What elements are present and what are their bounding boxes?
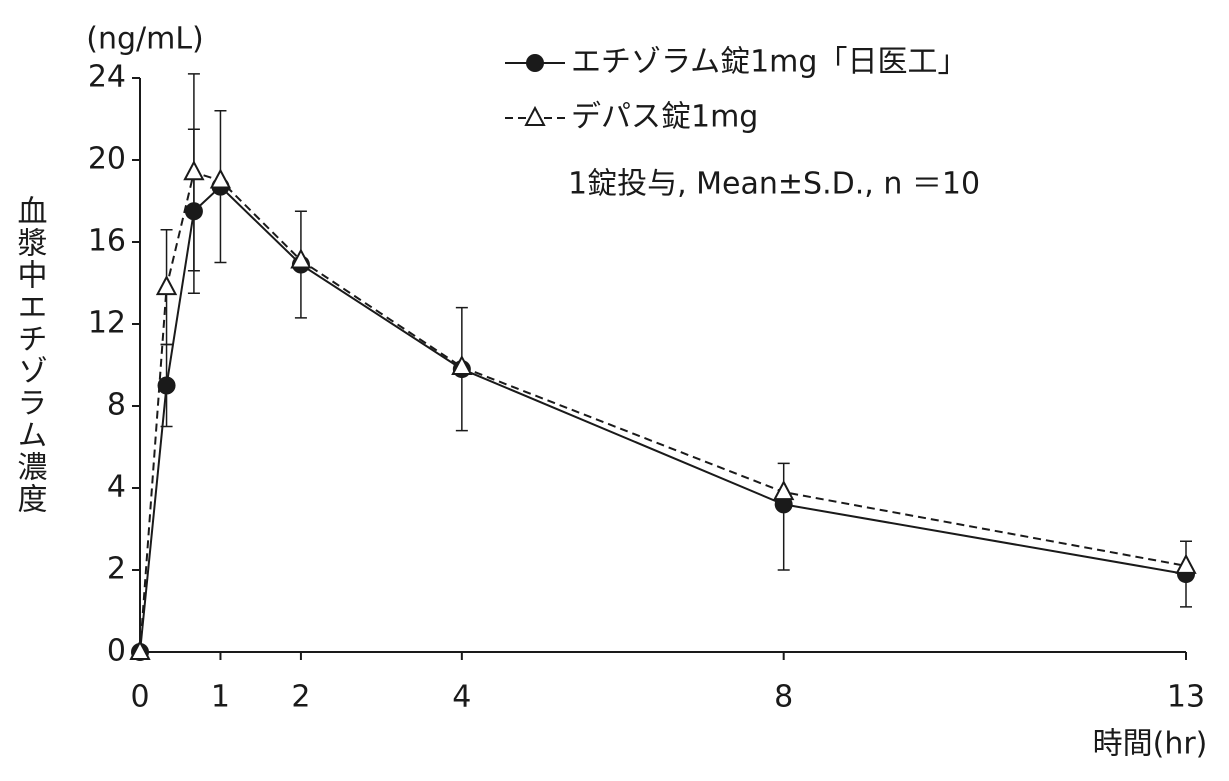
y-tick-label: 12 xyxy=(88,306,126,341)
x-tick-label: 2 xyxy=(291,680,310,715)
legend-label: デパス錠1mg xyxy=(571,100,758,135)
data-point xyxy=(290,248,312,269)
annotation: 1錠投与, Mean±S.D., n ＝10 xyxy=(568,167,980,202)
y-tick-label: 20 xyxy=(88,142,126,177)
x-tick-label: 4 xyxy=(452,680,471,715)
y-unit: (ng/mL) xyxy=(86,22,204,57)
data-point xyxy=(184,202,203,221)
data-point xyxy=(773,479,795,501)
data-point xyxy=(209,168,232,189)
x-tick-label: 0 xyxy=(130,680,149,715)
y-axis-label: 血漿中エチゾラム濃度 xyxy=(12,195,48,515)
legend-marker xyxy=(524,105,546,126)
error-bar xyxy=(777,462,790,571)
data-point xyxy=(129,639,151,660)
y-tick-label: 2 xyxy=(107,552,126,587)
y-tick-label: 16 xyxy=(88,224,126,259)
data-point xyxy=(155,274,178,296)
x-tick-label: 13 xyxy=(1167,680,1205,715)
series-line xyxy=(139,171,1187,653)
y-tick-label: 24 xyxy=(88,60,126,95)
data-point xyxy=(157,376,176,395)
y-tick-label: 8 xyxy=(107,388,126,423)
x-tick-label: 1 xyxy=(211,680,230,715)
series-line xyxy=(139,185,1187,653)
x-axis-label: 時間(hr) xyxy=(1093,727,1208,762)
data-point xyxy=(183,160,205,181)
data-point xyxy=(451,354,473,376)
legend-label: エチゾラム錠1mg「日医工」 xyxy=(571,45,967,80)
x-tick-label: 8 xyxy=(774,680,793,715)
legend-marker xyxy=(526,54,544,72)
y-tick-label: 4 xyxy=(107,470,126,505)
y-tick-label: 0 xyxy=(107,634,126,669)
data-point xyxy=(1175,553,1197,574)
